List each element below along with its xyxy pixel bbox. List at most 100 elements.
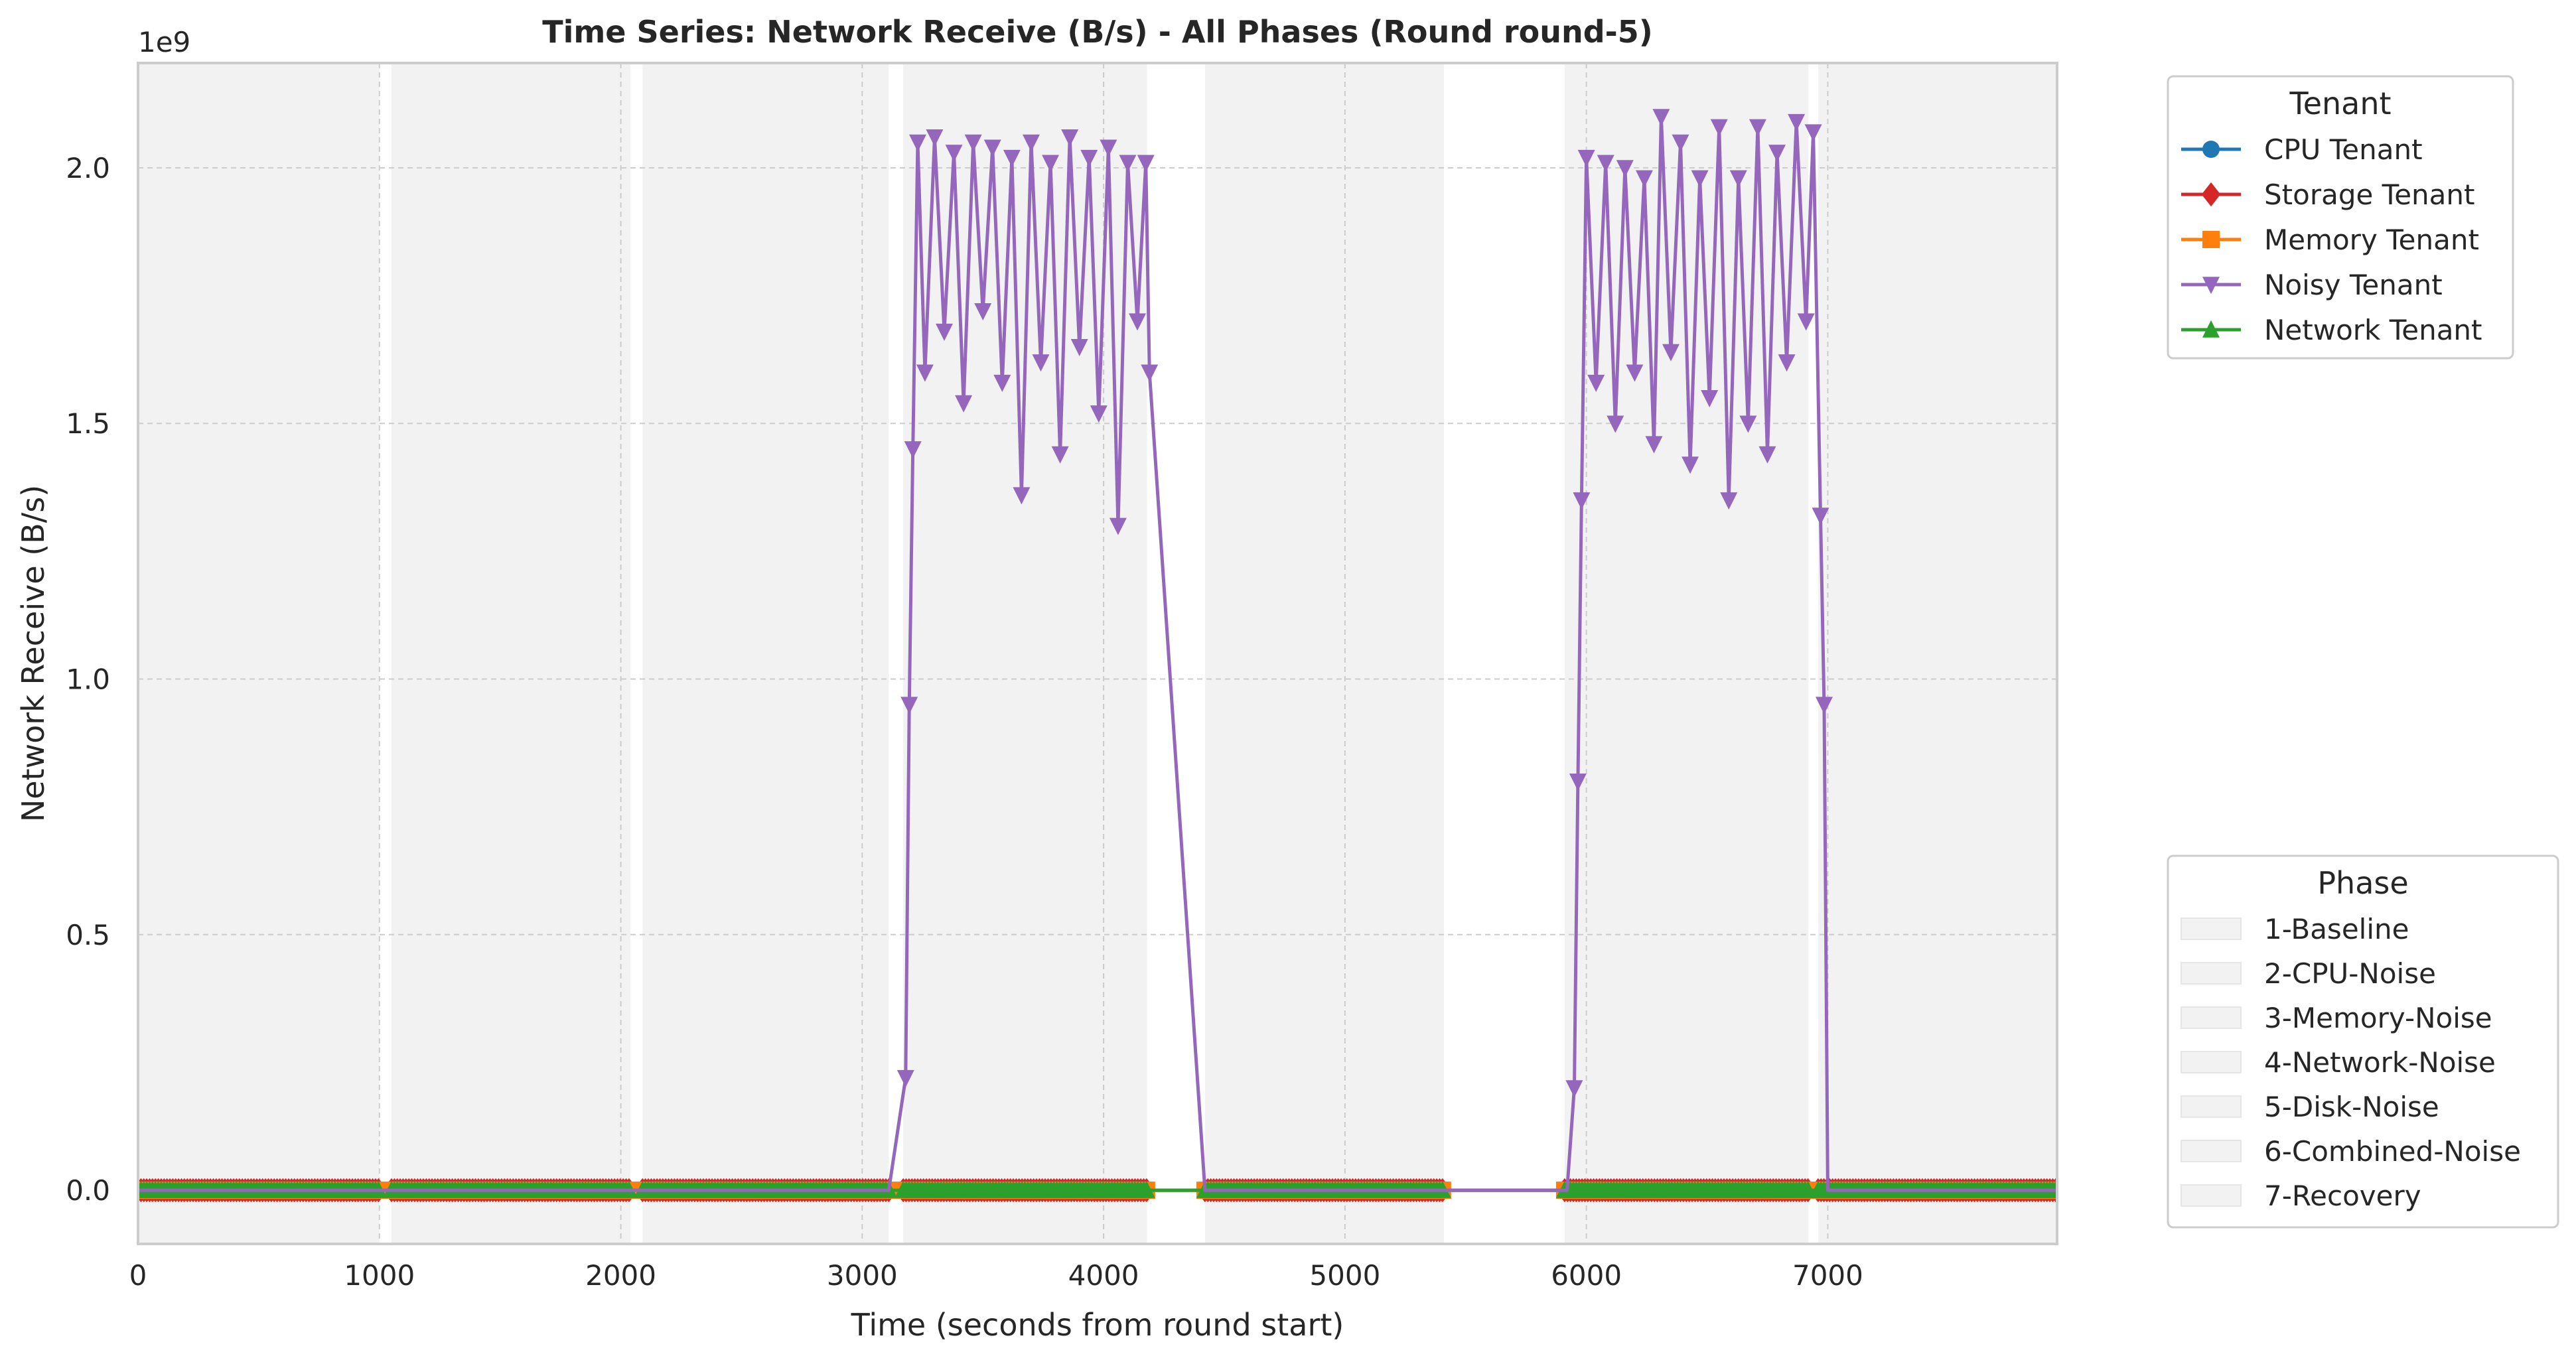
data-point xyxy=(1569,773,1587,791)
phase-band-1 xyxy=(138,63,380,1244)
legend-swatch xyxy=(2181,918,2242,940)
data-point xyxy=(900,697,918,715)
data-point xyxy=(1720,492,1738,510)
data-point xyxy=(1607,415,1624,433)
legend-entry-cpu-tenant: CPU Tenant xyxy=(2181,133,2423,166)
x-tick-label: 4000 xyxy=(1068,1259,1139,1292)
data-point xyxy=(1119,155,1137,172)
data-point xyxy=(1652,109,1670,127)
legend-swatch xyxy=(2181,1006,2242,1029)
data-point xyxy=(1672,134,1689,152)
data-point xyxy=(1141,364,1159,382)
legend-label: 1-Baseline xyxy=(2264,913,2409,945)
x-tick-label: 0 xyxy=(129,1259,147,1292)
series-line xyxy=(138,115,2057,1192)
x-tick-label: 7000 xyxy=(1792,1259,1863,1292)
phase-band-5 xyxy=(1204,63,1445,1244)
y-tick-label: 2.0 xyxy=(66,152,110,184)
legend-entry-phase-7: 7-Recovery xyxy=(2181,1180,2421,1212)
data-point xyxy=(1577,149,1595,167)
y-axis-label: Network Receive (B/s) xyxy=(15,485,51,822)
data-point xyxy=(1645,436,1663,454)
legend-label: CPU Tenant xyxy=(2264,133,2423,166)
legend-entry-storage-tenant: Storage Tenant xyxy=(2181,178,2474,211)
data-point xyxy=(1573,492,1591,510)
tenant-legend-title: Tenant xyxy=(2289,86,2391,121)
data-point xyxy=(1662,344,1680,362)
data-point xyxy=(1729,170,1747,188)
legend-entry-phase-6: 6-Combined-Noise xyxy=(2181,1135,2521,1168)
data-point xyxy=(916,364,934,382)
x-tick-label: 6000 xyxy=(1551,1259,1622,1292)
data-point xyxy=(1032,354,1050,372)
data-point xyxy=(926,129,944,147)
phase-legend-title: Phase xyxy=(2317,865,2408,901)
phase-band-6 xyxy=(1564,63,1809,1244)
series-layer xyxy=(138,109,2057,1203)
phase-band-3 xyxy=(642,63,889,1244)
y-scale-label: 1e9 xyxy=(138,26,190,58)
legend-label: 5-Disk-Noise xyxy=(2264,1091,2439,1123)
y-tick-label: 1.0 xyxy=(66,663,110,696)
legend-marker xyxy=(2202,320,2220,338)
legend-label: 2-CPU-Noise xyxy=(2264,957,2436,990)
legend-marker xyxy=(2202,231,2220,248)
data-point xyxy=(993,374,1011,392)
tenant-legend: Tenant CPU Tenant Storage Tenant Memory Te… xyxy=(2167,75,2514,360)
legend-label: 3-Memory-Noise xyxy=(2264,1002,2492,1034)
y-tick-label: 0.0 xyxy=(66,1174,110,1207)
legend-marker xyxy=(2202,277,2220,295)
data-point xyxy=(1003,149,1021,167)
data-point xyxy=(1129,313,1147,331)
data-point xyxy=(974,303,992,321)
data-point xyxy=(1749,119,1766,137)
data-point xyxy=(1022,134,1040,152)
legend-marker xyxy=(2202,141,2220,158)
data-point xyxy=(1701,390,1719,408)
legend-label: Network Tenant xyxy=(2264,314,2482,346)
legend-entry-phase-1: 1-Baseline xyxy=(2181,913,2409,945)
chart-title: Time Series: Network Receive (B/s) - All… xyxy=(542,14,1653,50)
data-point xyxy=(1626,364,1644,382)
legend-label: 7-Recovery xyxy=(2264,1180,2421,1212)
data-point xyxy=(1797,313,1815,331)
y-tick-label: 0.5 xyxy=(66,919,110,951)
data-point xyxy=(1090,405,1108,423)
data-point xyxy=(1565,1080,1583,1098)
phase-legend: Phase 1-Baseline 2-CPU-Noise 3-Memory-Nois… xyxy=(2167,854,2559,1229)
legend-swatch xyxy=(2181,1140,2242,1162)
legend-entry-memory-tenant: Memory Tenant xyxy=(2181,224,2479,256)
data-point xyxy=(1804,124,1822,142)
data-point xyxy=(1739,415,1757,433)
data-point xyxy=(1051,446,1069,464)
data-point xyxy=(1109,517,1127,535)
data-point xyxy=(1815,697,1833,715)
data-point xyxy=(1616,160,1634,178)
series-noisy-tenant xyxy=(138,109,2057,1192)
data-point xyxy=(983,139,1001,157)
phase-band-2 xyxy=(391,63,631,1244)
legend-entry-phase-3: 3-Memory-Noise xyxy=(2181,1002,2492,1034)
legend-entry-noisy-tenant: Noisy Tenant xyxy=(2181,269,2443,301)
legend-entry-phase-4: 4-Network-Noise xyxy=(2181,1046,2496,1079)
plot-frame xyxy=(137,62,2058,1245)
phase-bands xyxy=(138,63,2057,1244)
y-tick-label: 1.5 xyxy=(66,407,110,440)
data-point xyxy=(1070,338,1088,356)
data-point xyxy=(1042,155,1060,172)
data-point xyxy=(955,395,973,413)
legend-label: Storage Tenant xyxy=(2264,178,2474,211)
legend-label: 4-Network-Noise xyxy=(2264,1046,2496,1079)
data-point xyxy=(908,134,926,152)
legend-swatch xyxy=(2181,962,2242,985)
data-point xyxy=(1778,354,1796,372)
legend-entry-phase-2: 2-CPU-Noise xyxy=(2181,957,2436,990)
data-point xyxy=(1635,170,1653,188)
legend-swatch xyxy=(2181,1095,2242,1118)
data-point xyxy=(1768,145,1786,163)
x-axis-ticks: 0 1000 2000 3000 4000 5000 6000 7000 xyxy=(129,1259,1863,1292)
data-point xyxy=(1100,139,1117,157)
data-point xyxy=(1691,170,1709,188)
data-point xyxy=(1061,129,1079,147)
